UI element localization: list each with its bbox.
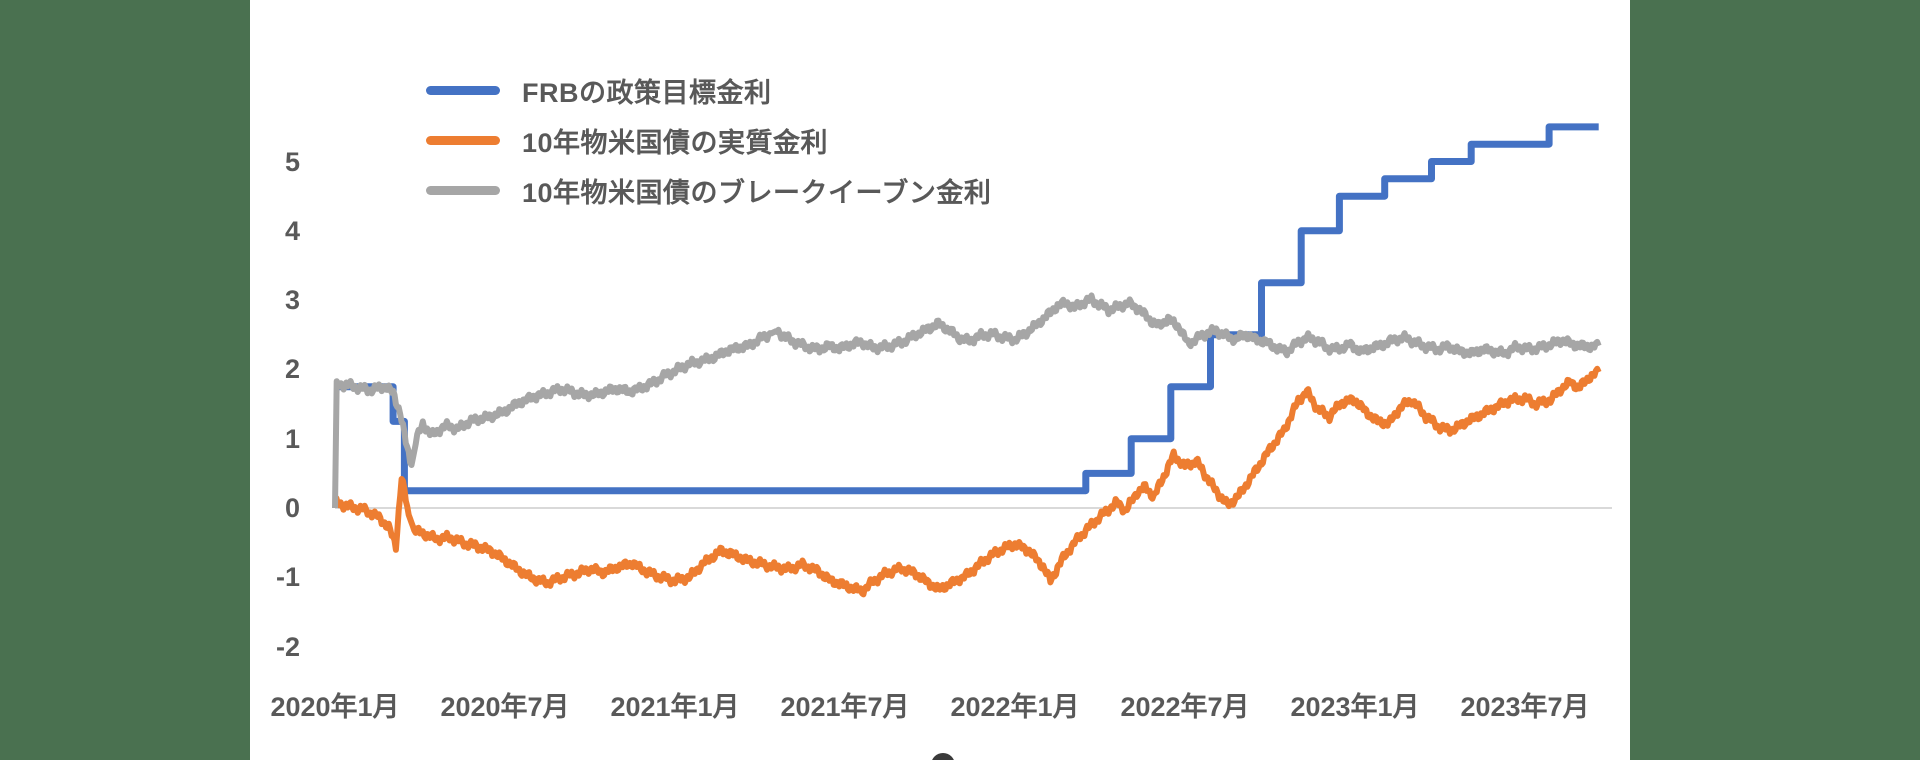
- real-yield-swatch: [426, 135, 500, 145]
- x-tick-2020-01: 2020年1月: [270, 692, 400, 722]
- legend-label-real-yield: 10年物米国債の実質金利: [522, 127, 829, 158]
- real-yield-line: [332, 365, 1602, 598]
- y-tick-0: 0: [284, 493, 300, 523]
- legend-label-breakeven: 10年物米国債のブレークイーブン金利: [522, 177, 992, 208]
- chart-legend: FRBの政策目標金利 10年物米国債の実質金利 10年物米国債のブレークイーブン…: [426, 74, 991, 208]
- legend-item-real-yield: 10年物米国債の実質金利: [426, 124, 991, 158]
- x-tick-2021-01: 2021年1月: [610, 692, 740, 722]
- breakeven-line: [332, 292, 1602, 509]
- chart-card: [250, 0, 1630, 760]
- breakeven-swatch: [426, 185, 500, 195]
- x-tick-2023-07: 2023年7月: [1460, 692, 1590, 722]
- legend-label-frb-policy-rate: FRBの政策目標金利: [522, 77, 772, 108]
- legend-item-frb-policy-rate: FRBの政策目標金利: [426, 74, 991, 108]
- x-tick-2021-07: 2021年7月: [780, 692, 910, 722]
- x-tick-2020-07: 2020年7月: [440, 692, 570, 722]
- y-tick-minus2: -2: [275, 632, 300, 662]
- y-tick-3: 3: [284, 285, 300, 315]
- scroll-indicator-dot: [931, 753, 955, 760]
- y-tick-1: 1: [284, 424, 300, 454]
- frb-policy-rate-line: [335, 123, 1599, 495]
- x-tick-2022-01: 2022年1月: [950, 692, 1080, 722]
- x-tick-2023-01: 2023年1月: [1290, 692, 1420, 722]
- legend-item-breakeven: 10年物米国債のブレークイーブン金利: [426, 174, 991, 208]
- y-tick-minus1: -1: [275, 562, 300, 592]
- x-tick-2022-07: 2022年7月: [1120, 692, 1250, 722]
- y-tick-5: 5: [284, 147, 300, 177]
- y-tick-2: 2: [284, 354, 300, 384]
- frb-policy-rate-swatch: [426, 85, 500, 95]
- y-tick-4: 4: [284, 216, 300, 246]
